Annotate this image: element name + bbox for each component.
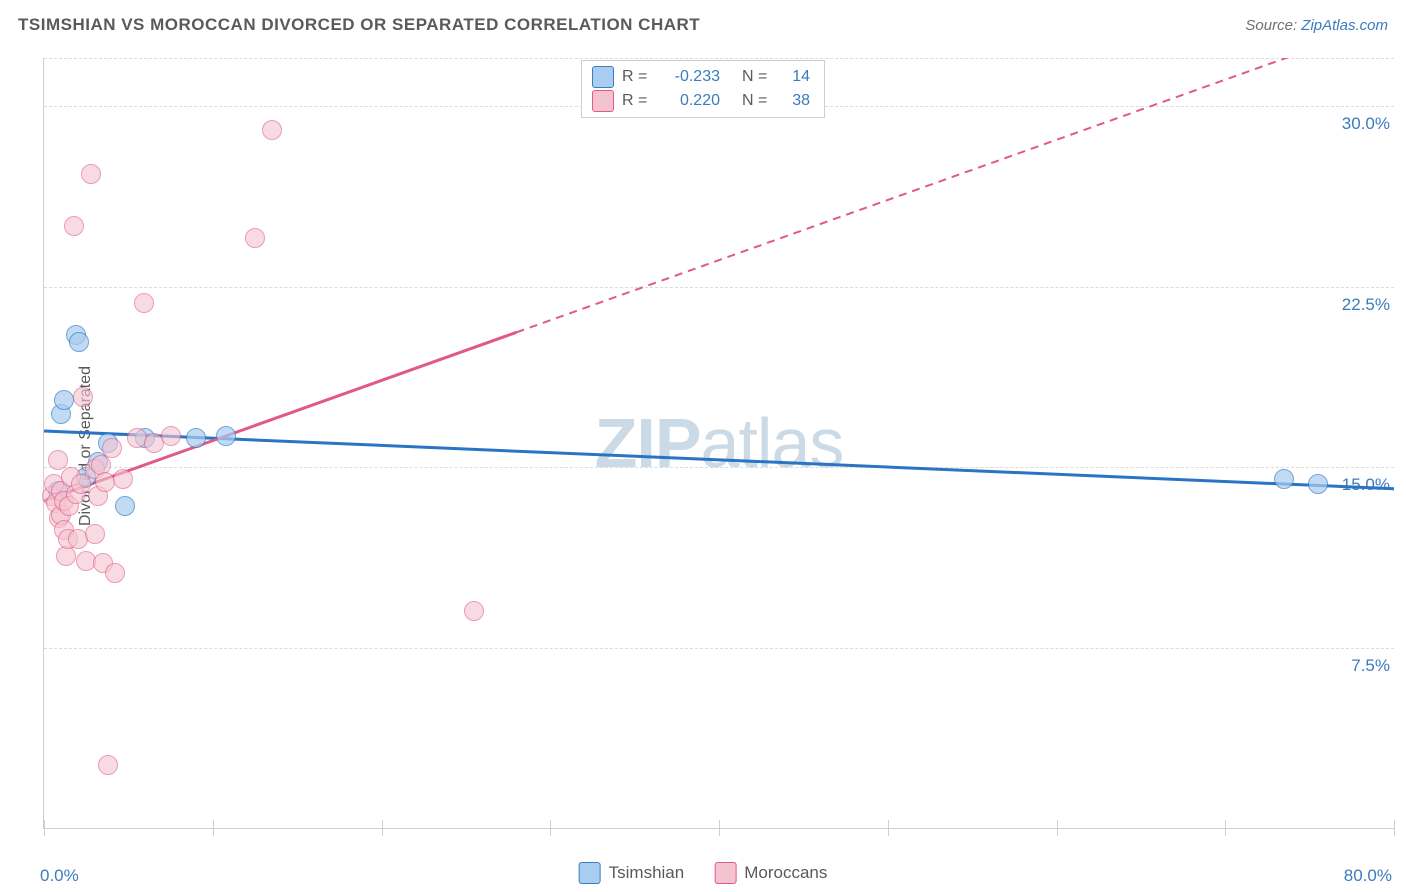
legend-r-value: 0.220 <box>660 89 720 113</box>
data-point <box>1308 474 1328 494</box>
legend-n-value: 38 <box>780 89 810 113</box>
x-tick <box>1394 828 1395 836</box>
data-point <box>73 387 93 407</box>
data-point <box>115 496 135 516</box>
legend-n-label: N = <box>742 89 772 113</box>
x-tick <box>382 828 383 836</box>
correlation-legend: R = -0.233 N = 14 R = 0.220 N = 38 <box>581 60 825 118</box>
data-point <box>245 228 265 248</box>
legend-swatch <box>592 66 614 88</box>
data-point <box>216 426 236 446</box>
x-tick <box>44 828 45 836</box>
data-point <box>64 216 84 236</box>
trend-lines-layer <box>44 58 1394 828</box>
x-tick <box>1225 828 1226 836</box>
data-point <box>95 472 115 492</box>
legend-r-label: R = <box>622 65 652 89</box>
legend-row: R = 0.220 N = 38 <box>592 89 810 113</box>
data-point <box>134 293 154 313</box>
x-tick <box>1057 828 1058 836</box>
x-tick <box>719 828 720 836</box>
x-tick <box>1394 820 1395 828</box>
chart-title: TSIMSHIAN VS MOROCCAN DIVORCED OR SEPARA… <box>18 15 700 35</box>
data-point <box>102 438 122 458</box>
legend-swatch <box>579 862 601 884</box>
series-legend-item: Tsimshian <box>579 862 685 884</box>
x-tick <box>213 828 214 836</box>
data-point <box>105 563 125 583</box>
source-label: Source: ZipAtlas.com <box>1245 17 1388 34</box>
data-point <box>69 332 89 352</box>
data-point <box>54 390 74 410</box>
legend-swatch <box>714 862 736 884</box>
data-point <box>81 164 101 184</box>
data-point <box>85 524 105 544</box>
series-legend-label: Tsimshian <box>609 863 685 883</box>
series-legend-label: Moroccans <box>744 863 827 883</box>
x-tick <box>550 828 551 836</box>
x-tick <box>888 828 889 836</box>
data-point <box>186 428 206 448</box>
legend-n-value: 14 <box>780 65 810 89</box>
x-axis-min-label: 0.0% <box>40 866 79 886</box>
data-point <box>113 469 133 489</box>
legend-n-label: N = <box>742 65 772 89</box>
x-axis-max-label: 80.0% <box>1344 866 1392 886</box>
legend-r-value: -0.233 <box>660 65 720 89</box>
data-point <box>262 120 282 140</box>
data-point <box>1274 469 1294 489</box>
data-point <box>161 426 181 446</box>
legend-row: R = -0.233 N = 14 <box>592 65 810 89</box>
plot-area: ZIPatlas 7.5%15.0%22.5%30.0% <box>43 58 1394 829</box>
series-legend-item: Moroccans <box>714 862 827 884</box>
data-point <box>98 755 118 775</box>
data-point <box>48 450 68 470</box>
legend-r-label: R = <box>622 89 652 113</box>
series-legend: Tsimshian Moroccans <box>579 862 828 884</box>
source-link[interactable]: ZipAtlas.com <box>1301 17 1388 34</box>
legend-swatch <box>592 90 614 112</box>
data-point <box>464 601 484 621</box>
trend-line <box>44 431 1394 489</box>
